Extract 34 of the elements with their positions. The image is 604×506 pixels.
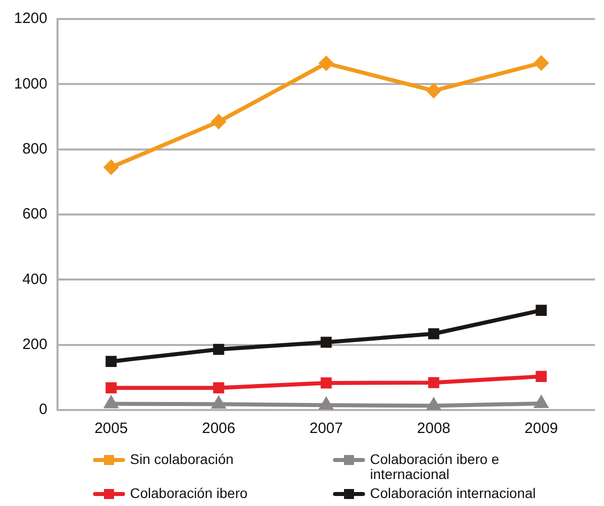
x-tick-label: 2008: [417, 420, 450, 438]
point: [426, 84, 441, 98]
point: [106, 382, 117, 394]
y-tick-label: 600: [22, 206, 48, 223]
y-tick-label: 400: [22, 270, 48, 288]
point: [428, 328, 440, 340]
point: [213, 382, 224, 394]
x-tick-label: 2009: [524, 420, 558, 438]
point: [320, 336, 332, 348]
x-tick-label: 2006: [202, 420, 236, 438]
point: [427, 398, 440, 410]
point: [320, 398, 333, 410]
point: [534, 56, 548, 70]
y-tick-label: 800: [22, 140, 48, 158]
y-tick-label: 200: [22, 336, 48, 353]
legend-label: Sin colaboración: [130, 451, 234, 467]
point: [428, 377, 440, 388]
point: [319, 56, 334, 70]
x-tick-label: 2005: [94, 420, 128, 438]
y-tick-label: 0: [39, 401, 48, 418]
point: [213, 344, 224, 355]
point: [106, 356, 117, 367]
legend-label: Colaboración ibero: [130, 485, 248, 501]
y-tick-label: 1200: [14, 10, 48, 28]
x-tick-label: 2007: [309, 420, 343, 438]
y-tick-label: 1000: [14, 75, 48, 92]
point: [104, 160, 118, 174]
point: [534, 396, 548, 408]
point: [212, 114, 226, 129]
point: [536, 370, 547, 382]
point: [320, 377, 332, 388]
point: [536, 304, 547, 316]
legend-label: Colaboración internacional: [370, 485, 536, 501]
legend-label: Colaboración ibero e internacional: [370, 451, 500, 482]
